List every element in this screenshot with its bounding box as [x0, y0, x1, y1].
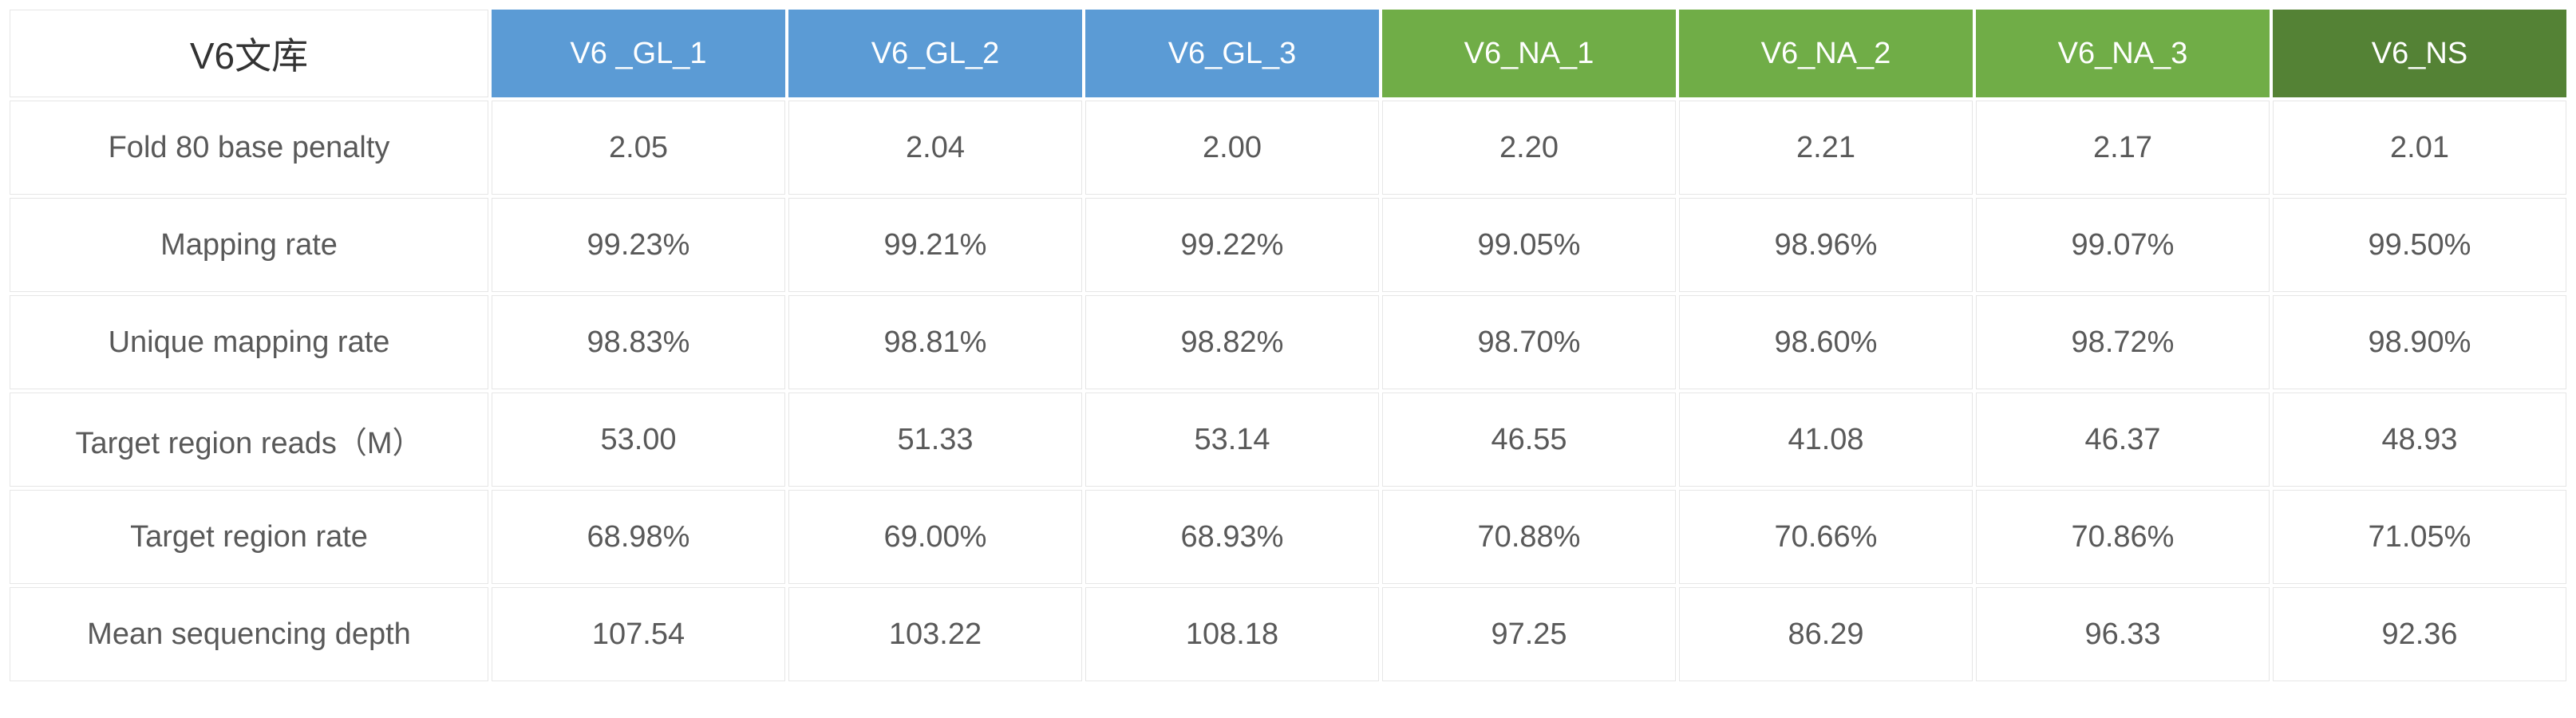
- table-row: Target region reads（M） 53.00 51.33 53.14…: [10, 393, 2566, 487]
- table-cell: 98.96%: [1679, 198, 1973, 292]
- table-cell: 98.90%: [2273, 295, 2566, 389]
- table-row: Mapping rate 99.23% 99.21% 99.22% 99.05%…: [10, 198, 2566, 292]
- table-cell: 68.98%: [492, 490, 785, 584]
- table-cell: 99.07%: [1976, 198, 2270, 292]
- table-cell: 2.04: [788, 101, 1082, 195]
- table-cell: 97.25: [1382, 587, 1676, 681]
- table-cell: 107.54: [492, 587, 785, 681]
- table-cell: 99.22%: [1085, 198, 1379, 292]
- table-cell: 2.21: [1679, 101, 1973, 195]
- table-cell: 99.05%: [1382, 198, 1676, 292]
- table-cell: 99.21%: [788, 198, 1082, 292]
- table-cell: 53.00: [492, 393, 785, 487]
- table-cell: 69.00%: [788, 490, 1082, 584]
- row-label: Target region reads（M）: [10, 393, 488, 487]
- table-cell: 99.50%: [2273, 198, 2566, 292]
- table-cell: 2.05: [492, 101, 785, 195]
- table-cell: 98.60%: [1679, 295, 1973, 389]
- table-cell: 98.83%: [492, 295, 785, 389]
- table-cell: 53.14: [1085, 393, 1379, 487]
- table-cell: 98.81%: [788, 295, 1082, 389]
- table-cell: 70.88%: [1382, 490, 1676, 584]
- table-cell: 2.20: [1382, 101, 1676, 195]
- table-body: Fold 80 base penalty 2.05 2.04 2.00 2.20…: [10, 101, 2566, 681]
- col-header: V6 _GL_1: [492, 10, 785, 97]
- table-cell: 98.72%: [1976, 295, 2270, 389]
- col-header: V6_NA_2: [1679, 10, 1973, 97]
- col-header: V6_GL_3: [1085, 10, 1379, 97]
- table-cell: 2.00: [1085, 101, 1379, 195]
- row-label: Target region rate: [10, 490, 488, 584]
- table-cell: 70.66%: [1679, 490, 1973, 584]
- table-cell: 2.17: [1976, 101, 2270, 195]
- table-cell: 86.29: [1679, 587, 1973, 681]
- table-cell: 108.18: [1085, 587, 1379, 681]
- row-label: Unique mapping rate: [10, 295, 488, 389]
- table-row: Mean sequencing depth 107.54 103.22 108.…: [10, 587, 2566, 681]
- table-cell: 98.70%: [1382, 295, 1676, 389]
- table-cell: 68.93%: [1085, 490, 1379, 584]
- table-cell: 92.36: [2273, 587, 2566, 681]
- table-cell: 2.01: [2273, 101, 2566, 195]
- table-cell: 103.22: [788, 587, 1082, 681]
- row-label: Mapping rate: [10, 198, 488, 292]
- table-cell: 51.33: [788, 393, 1082, 487]
- data-table: V6文库 V6 _GL_1 V6_GL_2 V6_GL_3 V6_NA_1 V6…: [6, 6, 2570, 684]
- row-header-title: V6文库: [10, 10, 488, 97]
- table-cell: 46.37: [1976, 393, 2270, 487]
- table-cell: 41.08: [1679, 393, 1973, 487]
- table-row: Unique mapping rate 98.83% 98.81% 98.82%…: [10, 295, 2566, 389]
- row-label: Mean sequencing depth: [10, 587, 488, 681]
- col-header: V6_NS: [2273, 10, 2566, 97]
- table-cell: 46.55: [1382, 393, 1676, 487]
- col-header: V6_NA_3: [1976, 10, 2270, 97]
- table-cell: 98.82%: [1085, 295, 1379, 389]
- table-header-row: V6文库 V6 _GL_1 V6_GL_2 V6_GL_3 V6_NA_1 V6…: [10, 10, 2566, 97]
- table-row: Fold 80 base penalty 2.05 2.04 2.00 2.20…: [10, 101, 2566, 195]
- col-header: V6_NA_1: [1382, 10, 1676, 97]
- table-row: Target region rate 68.98% 69.00% 68.93% …: [10, 490, 2566, 584]
- table-cell: 96.33: [1976, 587, 2270, 681]
- table-cell: 99.23%: [492, 198, 785, 292]
- table-cell: 71.05%: [2273, 490, 2566, 584]
- col-header: V6_GL_2: [788, 10, 1082, 97]
- table-cell: 70.86%: [1976, 490, 2270, 584]
- row-label: Fold 80 base penalty: [10, 101, 488, 195]
- table-cell: 48.93: [2273, 393, 2566, 487]
